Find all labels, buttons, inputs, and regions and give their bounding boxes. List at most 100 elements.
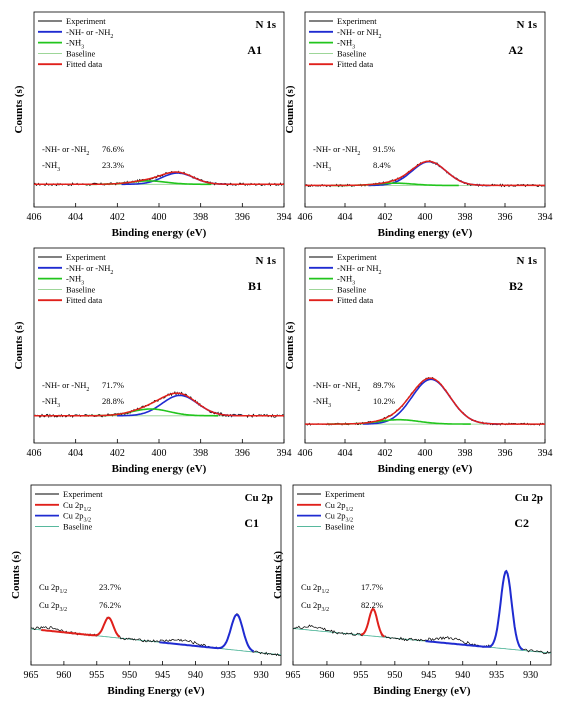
x-axis-label: Binding energy (eV) [112,463,207,475]
legend-entry: -NH- or NH2 [337,263,382,276]
x-tick-label: 404 [68,448,83,459]
panel-c1: 965 960 955 950 945 940 935 930 Binding Energy (… [10,484,282,697]
x-tick-label: 402 [378,212,393,223]
x-tick-label: 394 [277,212,292,223]
x-tick-label: 394 [277,448,292,459]
panel-c2: 965 960 955 950 945 940 935 930 Binding Energy (… [272,484,552,697]
x-tick-label: 406 [27,212,42,223]
legend-entry: -NH- or -NH2 [66,263,113,276]
x-tick-label: 945 [421,670,436,681]
x-tick-label: 960 [56,670,71,681]
fitted-curve [34,392,284,417]
x-tick-label: 950 [387,670,402,681]
legend-entry: Baseline [66,48,95,58]
spectrum-label: N 1s [256,19,277,31]
legend-entry: -NH3+ [66,38,84,51]
legend-entry: Experiment [66,252,106,262]
x-tick-label: 398 [458,448,473,459]
x-tick-label: 400 [418,448,433,459]
x-tick-label: 396 [235,212,250,223]
composition-label: Cu 2p1/2 [301,582,329,595]
legend-entry: -NH- or -NH2 [66,27,113,40]
x-tick-label: 404 [338,448,353,459]
fit-segment-curve [159,613,255,653]
x-axis-label: Binding Energy (eV) [107,685,205,697]
x-tick-label: 406 [27,448,42,459]
fit-segment-curve [360,607,386,638]
composition-value: 17.7% [361,582,383,592]
panel-b2: 406 404 402 400 398 396 394 Binding energy (eV)… [284,247,553,475]
experiment-curve [33,390,285,419]
y-axis-label: Counts (s) [13,85,25,133]
x-axis-label: Binding Energy (eV) [373,685,471,697]
legend-entry: -NH3+ [337,274,355,287]
x-tick-label: 955 [353,670,368,681]
x-tick-label: 398 [458,212,473,223]
panel-b1: 406 404 402 400 398 396 394 Binding energy (eV)… [13,247,292,475]
composition-label: -NH3+ [42,160,60,173]
x-tick-label: 406 [298,212,313,223]
x-axis-label: Binding energy (eV) [378,227,473,239]
composition-value: 76.6% [102,144,124,154]
x-tick-label: 402 [110,212,125,223]
panel-id-label: A1 [247,43,262,57]
x-tick-label: 400 [152,448,167,459]
legend-entry: -NH3+ [66,274,84,287]
x-tick-label: 965 [24,670,39,681]
panel-id-label: C1 [244,516,259,530]
x-tick-label: 396 [235,448,250,459]
composition-label: Cu 2p3/2 [301,600,329,613]
x-tick-label: 404 [338,212,353,223]
y-axis-label: Counts (s) [284,85,296,133]
x-axis-label: Binding energy (eV) [112,227,207,239]
x-tick-label: 396 [498,212,513,223]
x-tick-label: 945 [155,670,170,681]
panel-id-label: B2 [509,279,523,293]
legend-entry: Experiment [63,489,103,499]
legend-entry: Experiment [337,252,377,262]
fitted-curve [34,171,284,186]
spectrum-label: N 1s [517,255,538,267]
composition-label: -NH- or -NH2 [42,144,89,157]
x-tick-label: 930 [523,670,538,681]
plot-frame [30,484,282,666]
legend-entry: Cu 2p1/2 [63,500,91,513]
legend-entry: Cu 2p3/2 [325,511,353,524]
plot-frame [292,484,552,666]
x-tick-label: 394 [538,212,553,223]
x-tick-label: 398 [193,448,208,459]
y-axis-label: Counts (s) [13,321,25,369]
panel-id-label: A2 [508,43,523,57]
x-tick-label: 955 [89,670,104,681]
panel-a2: 406 404 402 400 398 396 394 Binding energy (eV)… [284,11,553,239]
legend-entry: Baseline [63,521,92,531]
x-tick-label: 930 [254,670,269,681]
x-tick-label: 398 [193,212,208,223]
x-tick-label: 950 [122,670,137,681]
panel-a1: 406 404 402 400 398 396 394 Binding energy (eV)… [13,11,292,239]
composition-value: 28.8% [102,396,124,406]
x-tick-label: 935 [221,670,236,681]
fitted-curve [305,160,545,187]
fit-segment-curve [41,616,121,638]
composition-value: 71.7% [102,380,124,390]
legend-entry: Fitted data [66,295,102,305]
legend-entry: Baseline [337,48,366,58]
panel-id-label: C2 [514,516,529,530]
legend-entry: Fitted data [337,59,373,69]
legend-entry: Fitted data [337,295,373,305]
baseline-curve [292,628,552,654]
experiment-curve [304,160,546,188]
x-tick-label: 402 [378,448,393,459]
composition-label: Cu 2p1/2 [39,582,67,595]
composition-value: 23.3% [102,160,124,170]
composition-value: 76.2% [99,600,121,610]
spectrum-label: N 1s [256,255,277,267]
spectrum-label: N 1s [517,19,538,31]
composition-value: 23.7% [99,582,121,592]
legend-entry: Baseline [337,284,366,294]
composition-label: -NH- or -NH2 [42,380,89,393]
spectrum-label: Cu 2p [245,492,273,504]
legend-entry: Experiment [325,489,365,499]
legend-entry: Experiment [337,16,377,26]
